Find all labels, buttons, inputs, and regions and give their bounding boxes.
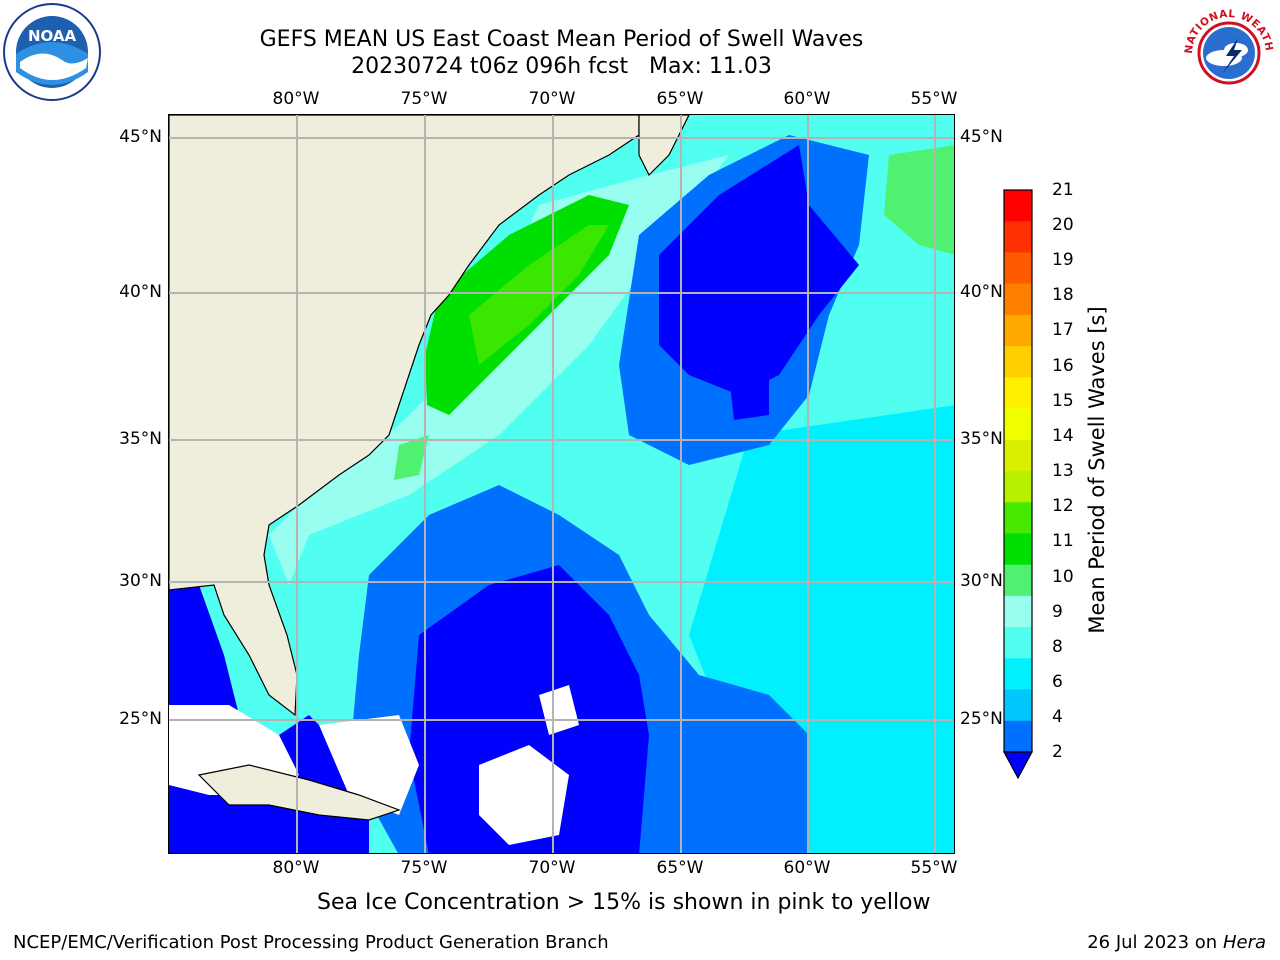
colorbar-segment [1004,502,1032,534]
lon-label-bottom-55w: 55°W [910,858,958,878]
lat-label-left-45n: 45°N [119,127,162,147]
colorbar-segment [1004,408,1032,441]
field-green-ne [884,145,954,255]
colorbar-segment [1004,221,1032,253]
colorbar-tick-2: 2 [1052,742,1063,762]
colorbar-segment [1004,533,1032,566]
colorbar-segment [1004,283,1032,316]
colorbar-segment [1004,689,1032,722]
colorbar-tick-18: 18 [1052,285,1074,305]
lat-label-left-30n: 30°N [119,571,162,591]
colorbar-segment [1004,720,1032,753]
field-green-core [469,225,609,365]
lon-label-bottom-60w: 60°W [783,858,831,878]
lon-label-bottom-65w: 65°W [656,858,704,878]
chart-subtitle: 20230724 t06z 096h fcst Max: 11.03 [351,54,772,79]
colorbar-tick-4: 4 [1052,707,1063,727]
lon-label-bottom-70w: 70°W [528,858,576,878]
field-white-bahamas [319,715,419,815]
chart-title: GEFS MEAN US East Coast Mean Period of S… [259,27,864,52]
run-date-text: 26 Jul 2023 on [1087,932,1223,953]
field-green-patch [394,435,429,480]
colorbar-label: Mean Period of Swell Waves [s] [1085,306,1109,634]
colorbar-tick-8: 8 [1052,637,1063,657]
map-gridlines [169,115,954,853]
colorbar-tick-20: 20 [1052,215,1074,235]
land-nova-scotia [638,115,690,177]
field-white-patch [539,685,579,735]
sea-ice-footnote: Sea Ice Concentration > 15% is shown in … [317,890,931,915]
colorbar-tick-21: 21 [1052,180,1074,200]
lon-label-bottom-75w: 75°W [400,858,448,878]
lat-label-left-25n: 25°N [119,709,162,729]
lat-label-right-25n: 25°N [960,709,1003,729]
lat-label-right-30n: 30°N [960,571,1003,591]
noaa-logo-icon: NOAA [3,3,101,101]
colorbar-segment [1004,346,1032,378]
colorbar-extend-arrow [1003,751,1033,780]
colorbar-segment [1004,252,1032,285]
lon-label-top-75w: 75°W [400,89,448,109]
lat-label-left-35n: 35°N [119,429,162,449]
lon-label-top-70w: 70°W [528,89,576,109]
colorbar-segment [1004,314,1032,347]
field-deep-blue-lobe [729,365,769,420]
colorbar-tick-13: 13 [1052,461,1074,481]
lat-label-right-40n: 40°N [960,282,1003,302]
lon-label-top-60w: 60°W [783,89,831,109]
colorbar-segment [1004,377,1032,410]
colorbar-segment [1004,190,1032,222]
field-white-hispaniola [479,745,569,845]
colorbar [1003,189,1033,780]
lat-label-left-40n: 40°N [119,282,162,302]
colorbar-segment [1004,439,1032,472]
map-panel [168,114,955,854]
nws-logo-icon: NATIONAL WEATHER SERVICE [1180,2,1276,98]
colorbar-tick-14: 14 [1052,426,1074,446]
colorbar-tick-10: 10 [1052,567,1074,587]
colorbar-tick-9: 9 [1052,602,1063,622]
lon-label-top-55w: 55°W [910,89,958,109]
colorbar-segment [1004,471,1032,503]
colorbar-tick-6: 6 [1052,672,1063,692]
colorbar-tick-17: 17 [1052,320,1074,340]
colorbar-frame [1003,189,1033,753]
lon-label-top-65w: 65°W [656,89,704,109]
land-cuba [197,764,401,821]
colorbar-tick-16: 16 [1052,356,1074,376]
run-date: 26 Jul 2023 on Hera [1087,932,1266,953]
colorbar-segment [1004,627,1032,659]
run-host: Hera [1222,932,1266,953]
colorbar-segment [1004,564,1032,597]
noaa-logo-text: NOAA [28,27,77,45]
credit-text: NCEP/EMC/Verification Post Processing Pr… [13,932,609,953]
colorbar-tick-19: 19 [1052,250,1074,270]
swell-period-map [169,115,954,853]
lat-label-right-35n: 35°N [960,429,1003,449]
lon-label-top-80w: 80°W [272,89,320,109]
field-pale-band [269,155,729,585]
colorbar-tick-11: 11 [1052,531,1074,551]
colorbar-segment [1004,595,1032,628]
colorbar-segment [1004,658,1032,691]
field-deep-blue-south [409,565,649,853]
lat-label-right-45n: 45°N [960,127,1003,147]
colorbar-tick-12: 12 [1052,496,1074,516]
land-north-america [169,115,640,717]
colorbar-tick-15: 15 [1052,391,1074,411]
lon-label-bottom-80w: 80°W [272,858,320,878]
